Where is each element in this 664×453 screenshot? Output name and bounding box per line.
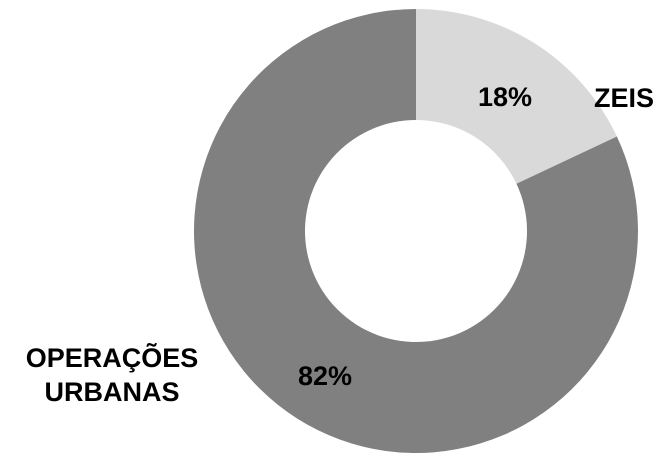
slice-category-label-operacoes-urbanas-line2: URBANAS <box>45 377 180 407</box>
donut-slice-operacoes-urbanas <box>193 9 638 453</box>
donut-slice-zeis <box>416 9 617 184</box>
slice-value-label-zeis: 18% <box>478 82 532 112</box>
donut-slices <box>193 9 638 453</box>
slice-category-label-operacoes-urbanas-line1: OPERAÇÕES <box>26 342 199 373</box>
slice-value-label-operacoes-urbanas: 82% <box>298 361 352 391</box>
slice-category-label-zeis: ZEIS <box>594 83 654 113</box>
